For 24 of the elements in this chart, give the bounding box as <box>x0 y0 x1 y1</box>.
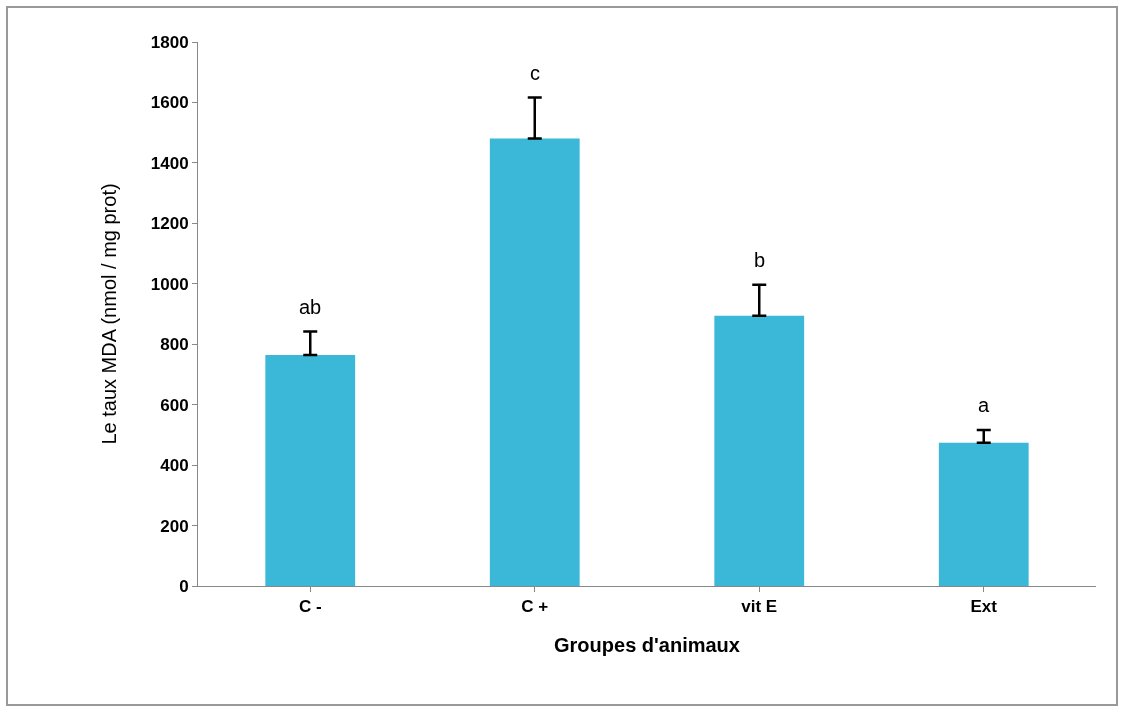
y-tick-label: 1200 <box>150 214 189 234</box>
annotation: c <box>530 62 540 84</box>
y-tick-label: 1800 <box>150 32 189 52</box>
annotation: ab <box>299 296 322 318</box>
y-tick-label: 600 <box>160 395 189 415</box>
x-tick-label: Ext <box>970 597 998 617</box>
y-tick-label: 1400 <box>150 153 189 173</box>
y-tick-label: 800 <box>160 335 189 355</box>
y-tick-label: 1000 <box>150 274 189 294</box>
bar <box>489 138 580 586</box>
y-axis-title: Le taux MDA (nmol / mg prot) <box>98 183 121 445</box>
x-tick-label: C - <box>298 597 322 617</box>
y-tick-label: 0 <box>179 576 189 596</box>
x-tick-label: C + <box>521 597 549 617</box>
bar <box>265 355 356 586</box>
bar <box>938 442 1029 586</box>
x-tick-label: vit E <box>741 597 778 617</box>
bar <box>714 315 805 586</box>
y-tick-label: 400 <box>160 456 189 476</box>
y-tick-label: 1600 <box>150 93 189 113</box>
annotation: a <box>978 394 990 416</box>
x-axis-title: Groupes d'animaux <box>554 633 740 656</box>
y-tick-label: 200 <box>160 516 189 536</box>
annotation: b <box>754 249 766 271</box>
